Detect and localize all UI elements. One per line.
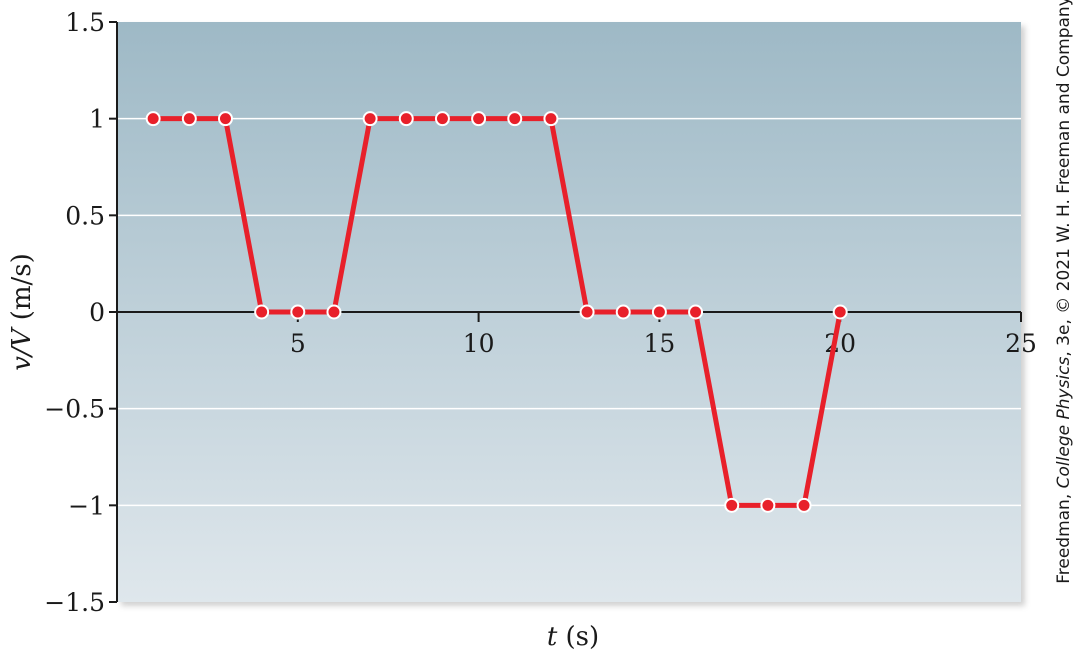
data-point xyxy=(615,304,631,320)
data-point xyxy=(290,304,306,320)
y-ticks: 1.5 1 0.5 0 −0.5 −1 −1.5 xyxy=(44,8,117,617)
data-point xyxy=(145,111,161,127)
credit-suffix: , 3e, © 2021 W. H. Freeman and Company xyxy=(1054,0,1074,357)
credit-book-title: College Physics xyxy=(1054,357,1074,489)
x-tick-label: 15 xyxy=(643,329,675,358)
y-tick-label: 1.5 xyxy=(65,8,105,37)
data-point xyxy=(688,304,704,320)
data-point xyxy=(398,111,414,127)
y-tick-label: 0.5 xyxy=(65,201,105,230)
x-axis-title: t (s) xyxy=(547,622,599,652)
data-point xyxy=(254,304,270,320)
x-axis-variable: t xyxy=(547,622,558,652)
y-tick-label: −1 xyxy=(68,491,105,520)
y-axis-title: v/V (m/s) xyxy=(7,253,37,371)
data-point xyxy=(760,497,776,513)
y-tick-label: −1.5 xyxy=(44,588,105,617)
x-tick-label: 25 xyxy=(1005,329,1037,358)
y-axis-variable: v/V xyxy=(7,326,37,370)
data-point xyxy=(362,111,378,127)
x-axis-unit: (s) xyxy=(557,622,599,652)
credit-line: Freedman, College Physics, 3e, © 2021 W.… xyxy=(1054,0,1074,584)
y-axis-unit: (m/s) xyxy=(7,253,37,328)
credit-prefix: Freedman, xyxy=(1054,488,1074,583)
data-point xyxy=(579,304,595,320)
data-point xyxy=(832,304,848,320)
data-point xyxy=(326,304,342,320)
data-point xyxy=(651,304,667,320)
data-point xyxy=(434,111,450,127)
data-point xyxy=(217,111,233,127)
x-tick-label: 5 xyxy=(290,329,306,358)
data-point xyxy=(543,111,559,127)
y-tick-label: −0.5 xyxy=(44,395,105,424)
series-layer xyxy=(145,111,848,513)
x-tick-label: 10 xyxy=(463,329,495,358)
y-tick-label: 1 xyxy=(89,105,105,134)
data-point xyxy=(724,497,740,513)
data-point xyxy=(471,111,487,127)
x-tick-label: 20 xyxy=(824,329,856,358)
data-point xyxy=(796,497,812,513)
data-point xyxy=(181,111,197,127)
data-point xyxy=(507,111,523,127)
y-tick-label: 0 xyxy=(89,298,105,327)
